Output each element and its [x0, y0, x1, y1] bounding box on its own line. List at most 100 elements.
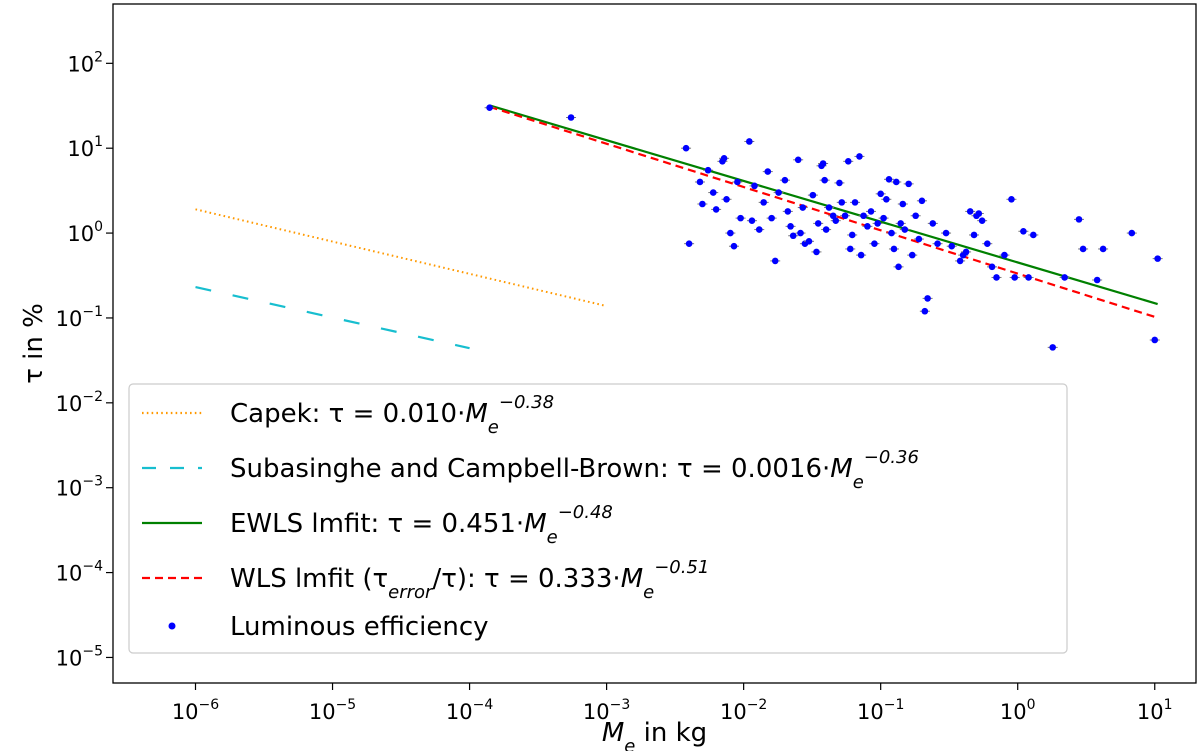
x-tick-label: 10−2: [720, 697, 767, 724]
data-point: [892, 178, 900, 186]
legend-label: WLS lmfit (τerror/τ): τ = 0.333·Me−0.51: [230, 557, 709, 603]
data-point: [751, 182, 758, 190]
data-point: [860, 212, 867, 220]
data-point: [799, 204, 807, 211]
data-point: [813, 248, 820, 256]
data-point: [819, 160, 827, 167]
data-point: [821, 176, 828, 184]
data-point: [1025, 274, 1032, 281]
data-point: [787, 223, 794, 230]
data-point: [1128, 229, 1136, 237]
data-point: [874, 220, 881, 227]
data-point: [797, 229, 804, 237]
y-tick-label: 100: [67, 219, 103, 246]
data-point: [486, 104, 493, 112]
data-point: [730, 242, 738, 250]
y-tick-label: 10−2: [56, 389, 103, 416]
data-point: [748, 217, 756, 224]
data-point: [888, 229, 895, 237]
axes-frame: [112, 3, 1197, 684]
data-point: [934, 240, 941, 247]
data-point: [956, 257, 964, 265]
plot-area: [195, 104, 1163, 351]
y-tick-label: 102: [67, 49, 103, 76]
data-point: [918, 197, 926, 205]
data-point: [851, 199, 859, 206]
data-point: [899, 200, 907, 208]
legend-items: Capek: τ = 0.010·Me−0.38 Subasinghe and C…: [142, 392, 919, 642]
data-point: [978, 217, 986, 224]
data-point: [723, 195, 730, 203]
data-point: [832, 217, 840, 224]
data-point: [755, 226, 763, 233]
data-point: [822, 226, 830, 233]
y-axis-ticks: 10−5 10−4 10−3 10−2 10−1 100 101 102: [56, 49, 113, 670]
data-point: [1001, 251, 1008, 259]
y-tick-label: 10−3: [56, 474, 103, 501]
data-point: [877, 190, 884, 198]
data-point: [727, 229, 734, 237]
data-point: [809, 191, 817, 199]
data-point: [942, 229, 950, 237]
data-point: [905, 180, 912, 188]
data-point: [901, 226, 909, 233]
x-tick-label: 10−6: [172, 697, 219, 724]
data-point: [864, 223, 871, 230]
data-point: [948, 242, 956, 250]
data-point: [912, 212, 919, 220]
data-point: [1049, 344, 1056, 351]
data-point: [962, 248, 970, 256]
data-point: [885, 176, 893, 183]
data-point: [921, 307, 929, 315]
x-tick-label: 101: [1137, 697, 1173, 724]
data-point: [1093, 276, 1101, 284]
fit-line-ewls-lmfit: [489, 104, 1158, 306]
data-point: [895, 263, 902, 271]
data-point: [1079, 245, 1087, 253]
data-point: [848, 231, 856, 239]
data-point: [720, 155, 728, 162]
data-point: [682, 144, 690, 152]
data-point: [857, 251, 865, 259]
data-point: [709, 189, 717, 196]
data-point: [734, 178, 741, 186]
data-point: [1075, 216, 1083, 223]
legend-marker: [168, 622, 176, 630]
data-point: [794, 156, 802, 164]
legend-label: Capek: τ = 0.010·Me−0.38: [230, 392, 554, 438]
data-point: [838, 199, 846, 206]
data-point: [781, 176, 789, 184]
data-point: [970, 231, 978, 239]
data-point: [844, 158, 852, 165]
x-tick-label: 10−1: [857, 697, 904, 724]
legend-label: Luminous efficiency: [230, 612, 489, 642]
y-tick-label: 10−1: [56, 304, 103, 331]
data-point: [984, 240, 991, 247]
x-tick-label: 10−4: [446, 697, 493, 724]
legend: Capek: τ = 0.010·Me−0.38 Subasinghe and C…: [128, 383, 1068, 654]
x-tick-label: 100: [1000, 697, 1036, 724]
fit-line-subasinghe-and-campbell-brown: [195, 285, 470, 350]
data-point: [699, 200, 706, 208]
data-point: [567, 114, 575, 121]
data-point: [836, 179, 843, 187]
data-point: [704, 166, 712, 174]
data-point: [1151, 336, 1159, 344]
data-point: [1154, 255, 1161, 262]
data-point: [1020, 227, 1027, 235]
legend-box: [128, 383, 1068, 654]
data-point: [880, 214, 887, 222]
data-point: [856, 153, 863, 160]
data-point: [1008, 195, 1015, 203]
legend-label: Subasinghe and Campbell-Brown: τ = 0.001…: [230, 447, 919, 493]
data-point: [988, 263, 996, 271]
data-point: [737, 214, 744, 222]
x-axis-ticks: 10−6 10−5 10−4 10−3 10−2 10−1 100 101: [172, 683, 1173, 724]
data-point: [760, 199, 767, 206]
data-point: [915, 235, 923, 243]
x-axis-label: Me in kg: [602, 718, 707, 751]
x-tick-label: 10−3: [583, 697, 630, 724]
data-point: [685, 240, 693, 247]
data-point: [789, 232, 797, 240]
